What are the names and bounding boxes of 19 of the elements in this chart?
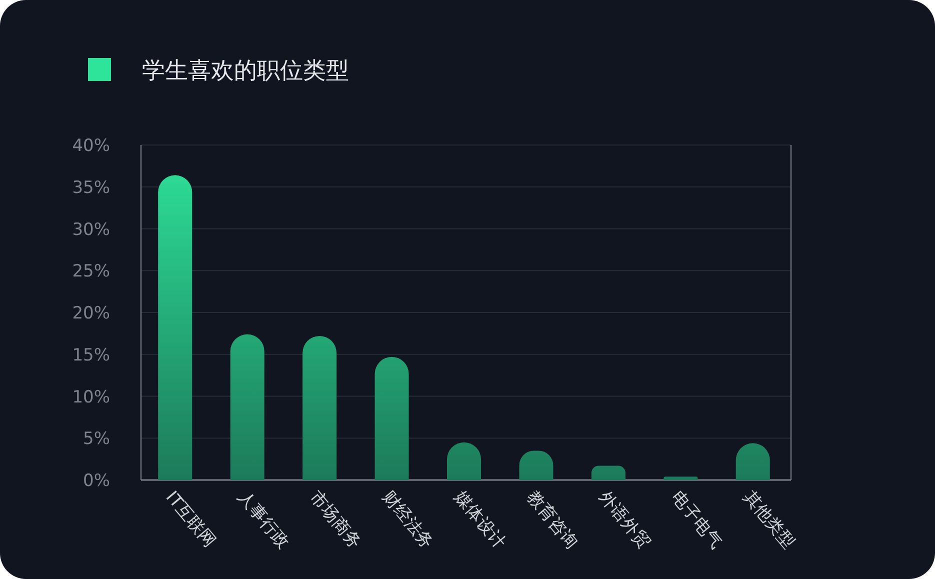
legend-label: 学生喜欢的职位类型 bbox=[142, 58, 349, 84]
x-tick-label: 财经法务 bbox=[378, 488, 438, 553]
y-tick-label: 5% bbox=[83, 429, 110, 450]
x-tick-label: 其他类型 bbox=[739, 488, 798, 553]
x-tick-label: 电子电气 bbox=[667, 488, 726, 553]
y-tick-label: 25% bbox=[72, 262, 110, 282]
x-tick-label: 外语外贸 bbox=[594, 488, 654, 553]
y-tick-label: 20% bbox=[72, 304, 110, 324]
x-tick-label: 市场商务 bbox=[306, 488, 365, 553]
y-tick-label: 15% bbox=[72, 345, 110, 366]
y-tick-label: 10% bbox=[72, 387, 110, 408]
y-tick-label: 40% bbox=[72, 136, 110, 156]
y-tick-label: 0% bbox=[83, 471, 110, 491]
x-tick-label: 人事行政 bbox=[234, 488, 293, 553]
x-tick-label: IT互联网 bbox=[161, 488, 220, 552]
y-tick-label: 30% bbox=[72, 220, 110, 240]
x-tick-label: 媒体设计 bbox=[450, 488, 510, 553]
y-tick-label: 35% bbox=[72, 178, 110, 198]
x-tick-label: 教育咨询 bbox=[522, 488, 582, 553]
